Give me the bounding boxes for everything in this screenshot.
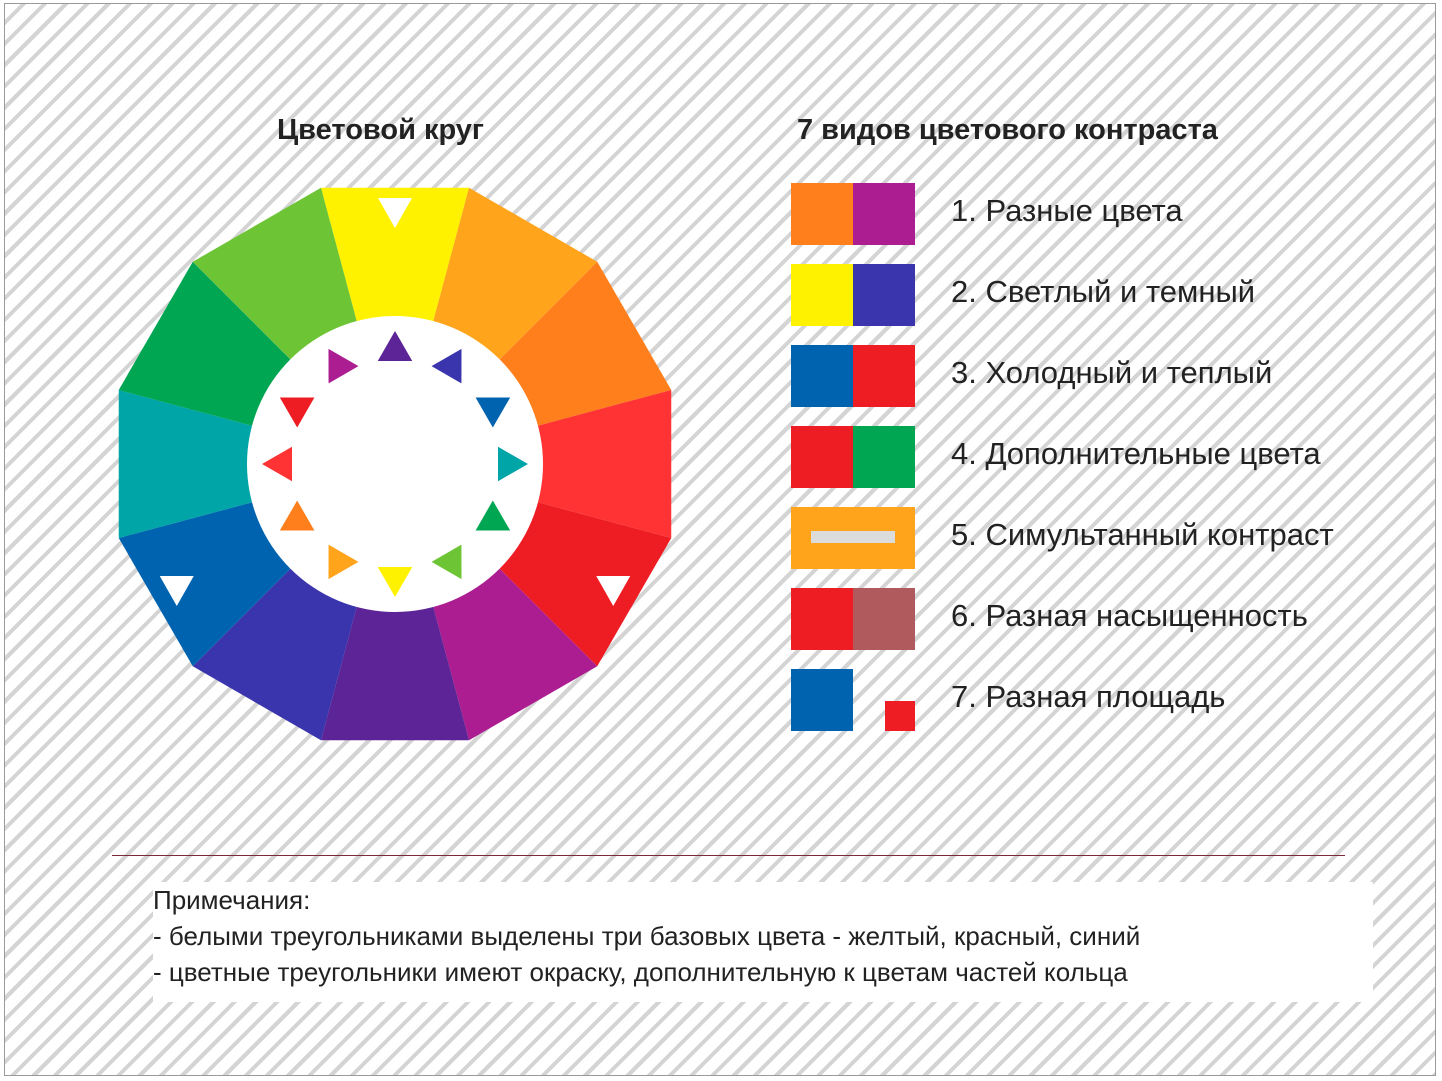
wheel-segment xyxy=(118,261,291,426)
legend-swatch-blue xyxy=(853,264,915,326)
legend-label: 3. Холодный и теплый xyxy=(951,355,1273,390)
complementary-triangle xyxy=(377,331,413,361)
notes-heading: Примечания: xyxy=(153,885,311,915)
legend-swatch-red xyxy=(853,345,915,407)
wheel-segment xyxy=(537,389,672,539)
legend-swatch-green xyxy=(853,426,915,488)
infographic-frame: Цветовой круг 7 видов цветового контраст… xyxy=(4,3,1436,1076)
legend-label: 6. Разная насыщенность xyxy=(951,598,1308,633)
legend-item-area: 7. Разная площадь xyxy=(791,669,1391,731)
complementary-triangle xyxy=(431,544,462,580)
legend-swatch-red xyxy=(791,588,853,650)
wheel-segment xyxy=(499,502,672,667)
legend-title: 7 видов цветового контраста xyxy=(797,114,1218,146)
legend-item-complementary: 4. Дополнительные цвета xyxy=(791,426,1391,488)
divider xyxy=(112,855,1345,856)
complementary-triangle xyxy=(377,567,413,597)
primary-color-marker xyxy=(159,576,194,606)
wheel-segment xyxy=(118,502,291,667)
wheel-segment xyxy=(433,568,598,741)
primary-color-marker xyxy=(378,198,412,228)
color-wheel xyxy=(118,187,672,741)
wheel-title: Цветовой круг xyxy=(277,114,485,146)
wheel-center xyxy=(247,316,543,612)
legend-item-cold-warm: 3. Холодный и теплый xyxy=(791,345,1391,407)
legend-item-light-dark: 2. Светлый и темный xyxy=(791,264,1391,326)
legend-swatch-small-red xyxy=(885,701,915,731)
notes-line: - белыми треугольниками выделены три баз… xyxy=(153,921,1141,951)
complementary-triangle xyxy=(475,397,511,428)
complementary-triangle xyxy=(498,446,528,482)
wheel-segment xyxy=(320,187,470,322)
legend-label: 4. Дополнительные цвета xyxy=(951,436,1321,471)
wheel-segment xyxy=(192,187,357,360)
legend-swatch-desaturated-red xyxy=(853,588,915,650)
legend-item-saturation: 6. Разная насыщенность xyxy=(791,588,1391,650)
complementary-triangle xyxy=(279,397,315,428)
legend-swatch-yellow xyxy=(791,264,853,326)
notes: Примечания: - белыми треугольниками выде… xyxy=(153,882,1373,1002)
complementary-triangle xyxy=(475,500,511,531)
legend-label: 5. Симультанный контраст xyxy=(951,517,1334,552)
complementary-triangle xyxy=(431,348,462,384)
complementary-triangle xyxy=(328,348,359,384)
legend-swatch-blue xyxy=(791,345,853,407)
wheel-segment xyxy=(499,261,672,426)
wheel-segment xyxy=(192,568,357,741)
legend-swatch-purple xyxy=(853,183,915,245)
legend-label: 2. Светлый и темный xyxy=(951,274,1256,309)
legend-swatch-grey-bar xyxy=(811,531,895,543)
legend-label: 7. Разная площадь xyxy=(951,679,1226,714)
primary-color-marker xyxy=(596,576,631,606)
legend-swatch-red xyxy=(791,426,853,488)
legend-swatch-orange xyxy=(791,183,853,245)
legend-label: 1. Разные цвета xyxy=(951,193,1183,228)
wheel-segment xyxy=(118,389,253,539)
notes-line: - цветные треугольники имеют окраску, до… xyxy=(153,957,1128,987)
complementary-triangle xyxy=(328,544,359,580)
legend-swatch-blue xyxy=(791,669,853,731)
wheel-segment xyxy=(433,187,598,360)
complementary-triangle xyxy=(279,500,315,531)
legend-item-simultaneous: 5. Симультанный контраст xyxy=(791,507,1391,569)
legend-item-different-colors: 1. Разные цвета xyxy=(791,183,1391,245)
wheel-segment xyxy=(320,606,470,741)
legend-swatch-orange xyxy=(791,507,915,569)
complementary-triangle xyxy=(262,446,292,482)
